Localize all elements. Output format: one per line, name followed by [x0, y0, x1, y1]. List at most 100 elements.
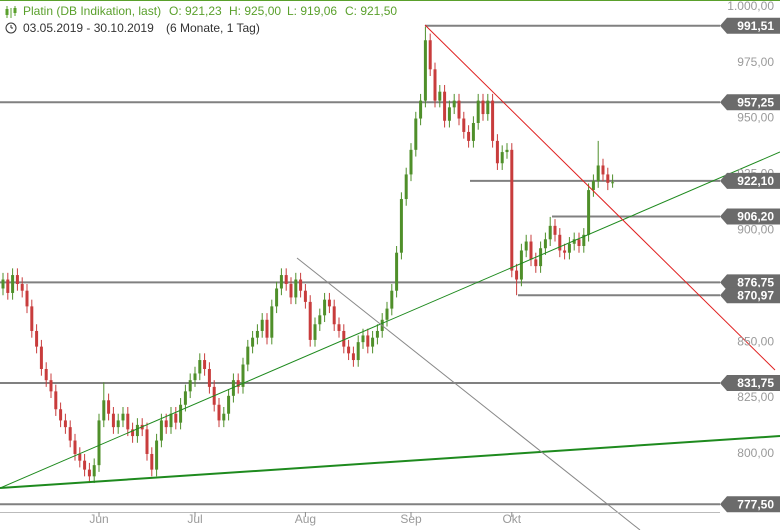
candle-body — [303, 290, 307, 302]
y-tick-label: 975,00 — [737, 55, 774, 69]
close-label: C: 921,50 — [345, 4, 397, 18]
chart-icon — [5, 6, 17, 18]
level-label-box — [720, 374, 780, 391]
candle-body — [289, 284, 293, 298]
candle-body — [337, 324, 341, 331]
candle-body — [63, 420, 67, 428]
candle-body — [519, 250, 523, 280]
candle-body — [611, 182, 615, 184]
candle-body — [30, 306, 34, 331]
open-label: O: 921,23 — [169, 4, 222, 18]
candle-body — [395, 252, 399, 291]
candle-body — [577, 239, 581, 246]
candle-body — [471, 122, 475, 141]
candles — [1, 26, 615, 484]
candle-body — [174, 413, 178, 423]
candle-body — [428, 40, 432, 70]
candle-body — [414, 118, 418, 150]
level-label: 906,20 — [737, 210, 774, 224]
candle-body — [308, 301, 312, 340]
clock-icon — [5, 22, 17, 34]
candle-body — [20, 284, 24, 291]
candle-body — [87, 469, 91, 477]
candle-body — [294, 279, 298, 298]
candle-body — [25, 290, 29, 307]
level-lines — [0, 24, 720, 506]
level-label: 876,75 — [737, 276, 774, 290]
y-tick-label: 900,00 — [737, 223, 774, 237]
y-tick-label: 850,00 — [737, 334, 774, 348]
candle-body — [275, 288, 279, 307]
candle-body — [572, 239, 576, 244]
x-tick-label: Jul — [187, 512, 202, 526]
candle-body — [11, 275, 15, 293]
candle-body — [1, 279, 5, 289]
candle-body — [15, 275, 19, 285]
candle-body — [255, 330, 259, 338]
x-tick-label: Sep — [400, 512, 422, 526]
y-tick-label: 1.000,00 — [727, 0, 774, 13]
candle-body — [409, 149, 413, 175]
candle-body — [438, 91, 442, 101]
level-label-box — [720, 274, 780, 291]
level-label: 957,25 — [737, 95, 774, 109]
candle-body — [486, 100, 490, 115]
candle-body — [121, 413, 125, 421]
candle-body — [97, 420, 101, 466]
x-tick-label: Jun — [89, 512, 108, 526]
candle-body — [318, 315, 322, 325]
level-label-box — [720, 496, 780, 513]
candle-body — [164, 420, 168, 428]
candle-body — [548, 225, 552, 240]
candle-body — [356, 342, 360, 361]
candle-body — [443, 91, 447, 121]
candle-body — [207, 368, 211, 387]
candle-body — [543, 239, 547, 249]
trend-line — [0, 151, 780, 489]
level-label-box — [720, 287, 780, 304]
candle-body — [159, 420, 163, 441]
title: Platin (DB Indikation, last) — [23, 4, 161, 18]
x-tick-label: Aug — [295, 512, 316, 526]
candle-body — [467, 131, 471, 141]
high-label: H: 925,00 — [229, 4, 281, 18]
candle-body — [279, 275, 283, 289]
low-label: L: 919,06 — [287, 4, 337, 18]
candle-body — [126, 413, 130, 430]
candle-body — [539, 248, 543, 267]
candle-body — [524, 241, 528, 251]
x-tick-label: Okt — [502, 512, 521, 526]
candle-body — [385, 308, 389, 320]
candle-body — [332, 306, 336, 325]
candle-body — [92, 465, 96, 477]
candle-body — [587, 190, 591, 235]
candle-body — [68, 427, 72, 441]
candle-body — [534, 259, 538, 267]
level-label-box — [720, 17, 780, 34]
candle-body — [116, 420, 120, 428]
candle-body — [227, 395, 231, 414]
candle-body — [222, 413, 226, 421]
candle-body — [131, 429, 135, 437]
candle-body — [179, 404, 183, 423]
candle-body — [476, 100, 480, 123]
candle-body — [73, 440, 77, 454]
candle-body — [44, 368, 48, 381]
candle-body — [423, 40, 427, 101]
candle-body — [150, 453, 154, 470]
candle-body — [601, 165, 605, 175]
candle-body — [49, 380, 53, 392]
candle-body — [366, 335, 370, 347]
period: (6 Monate, 1 Tag) — [166, 21, 260, 35]
candle-body — [596, 165, 600, 182]
candle-body — [361, 335, 365, 343]
level-label: 831,75 — [737, 376, 774, 390]
candle-body — [375, 330, 379, 338]
candle-body — [505, 149, 509, 153]
candle-body — [500, 152, 504, 164]
trend-lines — [0, 24, 780, 530]
candle-body — [6, 279, 10, 293]
header: Platin (DB Indikation, last) O: 921,23 H… — [5, 4, 397, 35]
candle-body — [313, 324, 317, 340]
